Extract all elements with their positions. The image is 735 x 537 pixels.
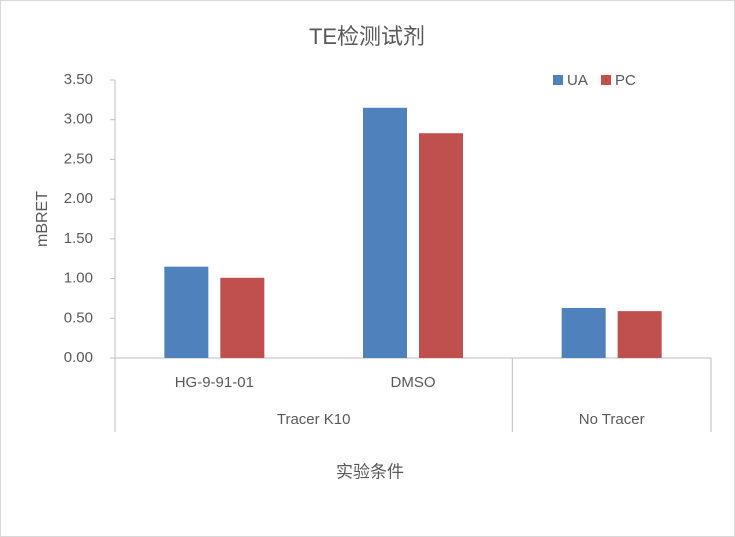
y-tick-label: 3.50: [64, 71, 93, 88]
y-tick-label: 0.00: [64, 349, 93, 366]
y-tick-label: 1.50: [64, 230, 93, 247]
bar: [617, 311, 662, 358]
group-label: Tracer K10: [277, 411, 351, 428]
bar: [220, 277, 265, 358]
legend-label: PC: [615, 72, 636, 89]
bar: [164, 266, 209, 358]
y-axis-title: mBRET: [34, 191, 51, 247]
legend-swatch: [553, 75, 563, 85]
legend-swatch: [601, 75, 611, 85]
y-tick-label: 2.50: [64, 150, 93, 167]
x-tick-label: DMSO: [391, 374, 436, 391]
bar: [419, 133, 463, 358]
group-label: No Tracer: [579, 411, 645, 428]
x-tick-label: HG-9-91-01: [175, 374, 254, 391]
chart-title: TE检测试剂: [309, 24, 425, 49]
bar: [363, 107, 407, 358]
x-axis-title: 实验条件: [336, 462, 404, 481]
y-tick-label: 1.00: [64, 270, 93, 287]
legend-label: UA: [567, 72, 588, 89]
y-tick-label: 0.50: [64, 309, 93, 326]
y-tick-label: 2.00: [64, 190, 93, 207]
y-tick-label: 3.00: [64, 111, 93, 128]
bar: [561, 307, 606, 358]
